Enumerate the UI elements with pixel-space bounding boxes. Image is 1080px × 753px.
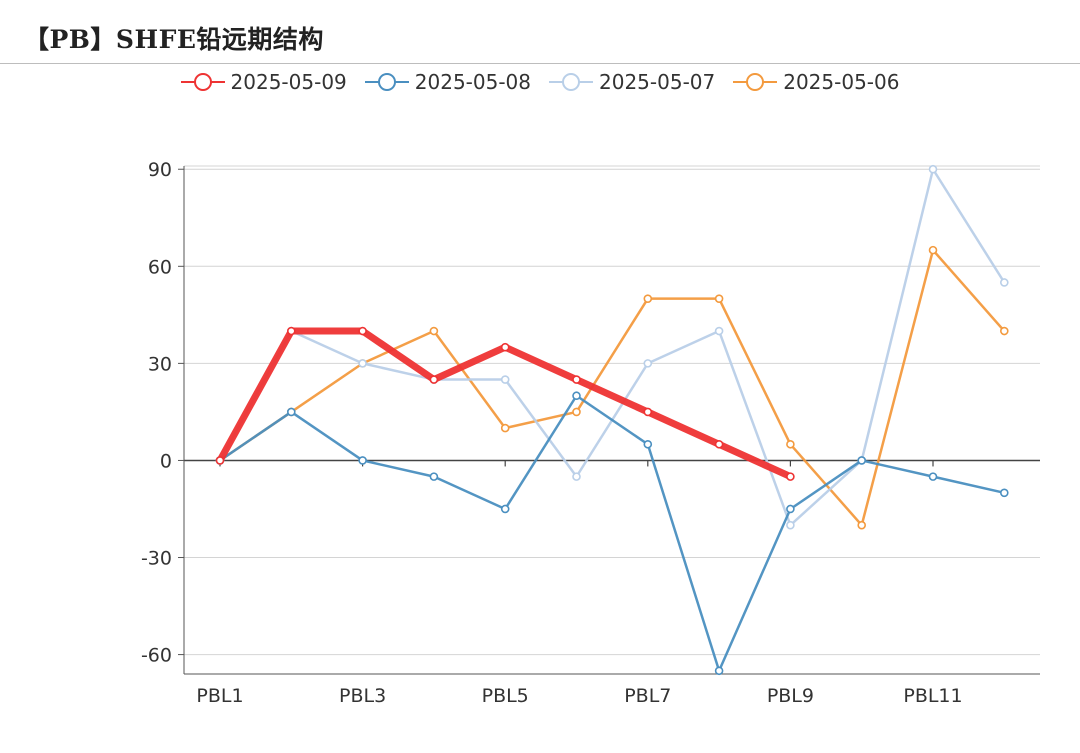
series-line-3 xyxy=(218,248,1006,527)
legend-marker-0 xyxy=(180,73,225,91)
point-s0-2[interactable] xyxy=(358,326,367,336)
point-s1-11[interactable] xyxy=(999,488,1009,498)
point-s2-2[interactable] xyxy=(358,359,367,368)
point-s1-3[interactable] xyxy=(429,472,439,481)
point-s1-7[interactable] xyxy=(714,666,724,676)
point-s1-2[interactable] xyxy=(358,456,367,465)
point-s0-1[interactable] xyxy=(286,326,296,336)
point-s2-4[interactable] xyxy=(500,375,510,384)
point-s3-7[interactable] xyxy=(714,294,724,303)
x-tick-label-0: PBL1 xyxy=(196,685,243,707)
point-s0-5[interactable] xyxy=(572,375,581,384)
point-s1-9[interactable] xyxy=(857,456,867,465)
point-s1-6[interactable] xyxy=(643,439,653,449)
point-s1-8[interactable] xyxy=(786,504,795,514)
series-line-1 xyxy=(218,394,1006,673)
point-s3-8[interactable] xyxy=(786,439,795,449)
point-s0-3[interactable] xyxy=(429,375,439,384)
point-s0-0[interactable] xyxy=(215,456,225,465)
title-divider xyxy=(0,63,1080,64)
point-s1-10[interactable] xyxy=(928,472,938,481)
point-s1-1[interactable] xyxy=(286,407,296,417)
legend-item-1[interactable]: 2025-05-08 xyxy=(364,70,531,94)
legend-marker-2 xyxy=(549,73,593,91)
point-s2-5[interactable] xyxy=(572,472,581,481)
point-s2-8[interactable] xyxy=(786,520,795,530)
legend-item-2[interactable]: 2025-05-07 xyxy=(549,70,715,94)
legend-marker-1 xyxy=(364,73,409,91)
x-tick-label-4: PBL9 xyxy=(767,685,814,707)
point-s3-11[interactable] xyxy=(999,326,1009,336)
legend-item-0[interactable]: 2025-05-09 xyxy=(180,70,347,94)
point-s3-9[interactable] xyxy=(857,520,867,530)
point-s2-6[interactable] xyxy=(643,359,653,368)
x-tick-label-2: PBL5 xyxy=(482,685,529,707)
y-tick-label-4: -30 xyxy=(141,548,172,570)
y-tick-label-5: -60 xyxy=(141,645,172,667)
point-s3-6[interactable] xyxy=(643,294,653,303)
x-tick-label-5: PBL11 xyxy=(903,685,962,707)
point-s2-7[interactable] xyxy=(714,326,724,336)
legend-label-0: 2025-05-09 xyxy=(230,70,347,94)
y-tick-label-2: 30 xyxy=(148,353,172,375)
point-s2-10[interactable] xyxy=(928,164,938,174)
y-tick-label-1: 60 xyxy=(148,256,172,278)
y-tick-label-0: 90 xyxy=(148,159,172,181)
legend-label-2: 2025-05-07 xyxy=(599,70,716,94)
point-s3-3[interactable] xyxy=(429,326,439,336)
point-s2-11[interactable] xyxy=(999,278,1009,287)
point-s1-4[interactable] xyxy=(500,504,510,514)
point-s3-5[interactable] xyxy=(572,407,581,417)
series-line-0 xyxy=(216,327,794,481)
legend: 2025-05-09 2025-05-08 2025-05-07 2025-05… xyxy=(0,66,1080,98)
chart-title: 【PB】SHFE铅远期结构 xyxy=(24,25,324,54)
point-s1-5[interactable] xyxy=(572,391,581,401)
point-s0-7[interactable] xyxy=(714,439,724,449)
x-tick-label-3: PBL7 xyxy=(624,685,671,707)
point-s3-4[interactable] xyxy=(500,423,510,433)
series-line-2 xyxy=(218,167,1006,527)
legend-marker-3 xyxy=(733,73,778,91)
point-s0-4[interactable] xyxy=(500,342,510,352)
legend-label-1: 2025-05-08 xyxy=(414,70,531,94)
legend-item-3[interactable]: 2025-05-06 xyxy=(733,70,899,94)
point-s0-8[interactable] xyxy=(786,472,795,481)
x-tick-label-1: PBL3 xyxy=(339,685,386,707)
point-s3-10[interactable] xyxy=(928,245,938,255)
y-tick-label-3: 0 xyxy=(160,450,172,472)
legend-label-3: 2025-05-06 xyxy=(783,70,900,94)
point-s0-6[interactable] xyxy=(643,407,653,417)
